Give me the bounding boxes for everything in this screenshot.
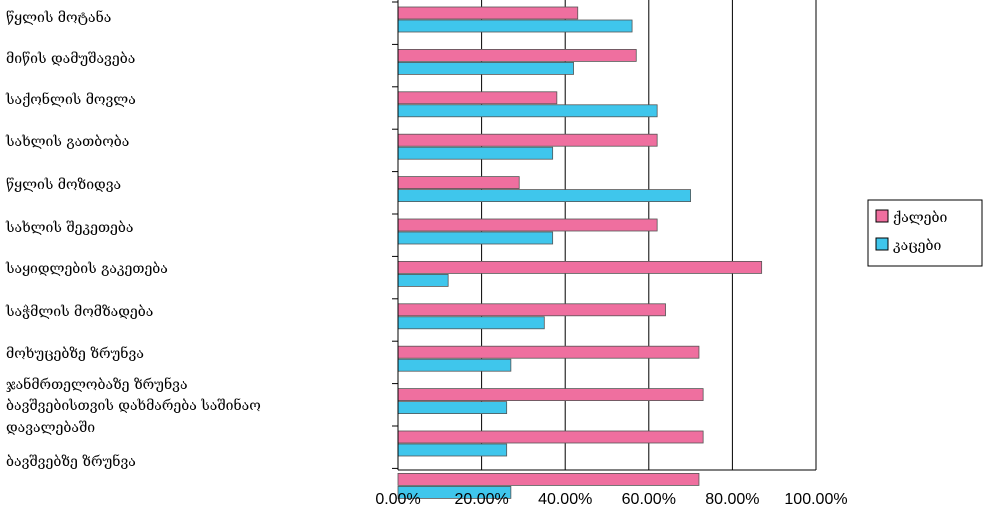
legend-swatch [875, 237, 889, 251]
category-label: მოხუცებზე ზრუნვა [6, 344, 144, 362]
category-label: ბავშვებზე ზრუნვა [6, 452, 136, 470]
category-label: ჯანმრთელობაზე ზრუნვა [6, 375, 188, 393]
bar-women [397, 303, 666, 317]
bar-women [397, 218, 658, 232]
bar-women [397, 176, 520, 190]
bar-women [397, 472, 700, 486]
bar-women [397, 133, 658, 147]
category-label: სახლის შეკეთება [5, 219, 133, 236]
category-label: მიწის დამუშავება [6, 50, 135, 67]
bar-women [397, 345, 700, 359]
bar-men [397, 316, 545, 330]
bar-men [397, 401, 508, 415]
legend: ქალები კაცები [867, 199, 983, 267]
category-labels: წყლის მოტანა მიწის დამუშავება საქონლის მოვ… [5, 8, 261, 470]
axes [392, 0, 816, 471]
bar-men [397, 358, 512, 372]
bar-men [397, 104, 658, 118]
x-tick-labels: 0.00% 20.00% 40.00% 60.00% 80.00% 100.00% [375, 491, 847, 508]
bar-men [397, 189, 692, 203]
category-label: საქონლის მოვლა [5, 90, 136, 108]
bars [397, 6, 763, 499]
bar-women [397, 49, 637, 62]
bar-women [397, 388, 704, 402]
category-label: საჭმლის მომზადება [5, 303, 153, 320]
legend-entry: ქალები [893, 209, 948, 226]
bar-men [397, 485, 512, 499]
bar-men [397, 231, 554, 245]
bar-women [397, 6, 579, 20]
x-tick-label: 80.00% [705, 491, 759, 508]
x-tick-label: 100.00% [784, 491, 847, 508]
bar-women [397, 260, 763, 274]
legend-entry: კაცები [893, 237, 942, 254]
bar-men [397, 443, 508, 457]
category-label: წყლის მოტანა [6, 8, 111, 26]
bar-men [397, 19, 633, 33]
category-label: ბავშვებისთვის დახმარება საშინაო დავალებაშ… [6, 396, 261, 436]
bar-women [397, 430, 704, 444]
category-label: სახლის გათბობა [5, 133, 129, 150]
bar-men [397, 146, 554, 160]
category-label: საყიდლების გაკეთება [5, 260, 168, 277]
legend-swatch [875, 209, 889, 223]
bar-women [397, 91, 558, 105]
x-tick-label: 60.00% [622, 491, 676, 508]
bar-men [397, 62, 574, 75]
x-tick-label: 0.00% [375, 491, 420, 508]
bar-men [397, 273, 449, 287]
category-label: წყლის მოზიდვა [6, 176, 121, 193]
x-tick-label: 40.00% [538, 491, 592, 508]
x-tick-label: 20.00% [454, 491, 508, 508]
